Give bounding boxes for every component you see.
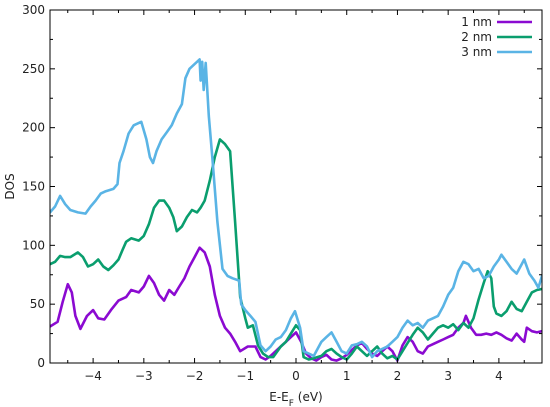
x-tick-label: 1 (343, 369, 351, 383)
x-tick-label: −4 (84, 369, 102, 383)
y-tick-label: 50 (30, 297, 45, 311)
legend-label-3: 3 nm (461, 45, 492, 59)
legend: 1 nm2 nm3 nm (461, 15, 532, 59)
legend-label-1: 1 nm (461, 15, 492, 29)
y-tick-label: 100 (22, 238, 45, 252)
series-line-2 (50, 138, 542, 361)
ticks-layer: −4 −3 −2 −1 0 1 2 3 4 0 50 100 150 200 250 300 (22, 3, 542, 383)
x-tick-label: 2 (394, 369, 402, 383)
axes-layer (49, 9, 543, 364)
y-tick-label: 150 (22, 180, 45, 194)
x-tick-label: −2 (186, 369, 204, 383)
series-line-3 (50, 58, 542, 359)
y-tick-label: 0 (37, 356, 45, 370)
y-tick-label: 200 (22, 121, 45, 135)
y-tick-label: 250 (22, 62, 45, 76)
x-tick-label: 0 (292, 369, 300, 383)
x-tick-label: 4 (495, 369, 503, 383)
x-tick-label: 3 (444, 369, 452, 383)
y-axis-title: DOS (3, 173, 17, 199)
x-tick-label: −3 (135, 369, 153, 383)
plot-frame (49, 9, 543, 364)
y-tick-label: 300 (22, 3, 45, 17)
x-axis-title: E-EF (eV) (269, 390, 322, 407)
series-layer (50, 58, 542, 362)
series-line-1 (50, 246, 542, 362)
x-tick-label: −1 (236, 369, 254, 383)
legend-label-2: 2 nm (461, 30, 492, 44)
